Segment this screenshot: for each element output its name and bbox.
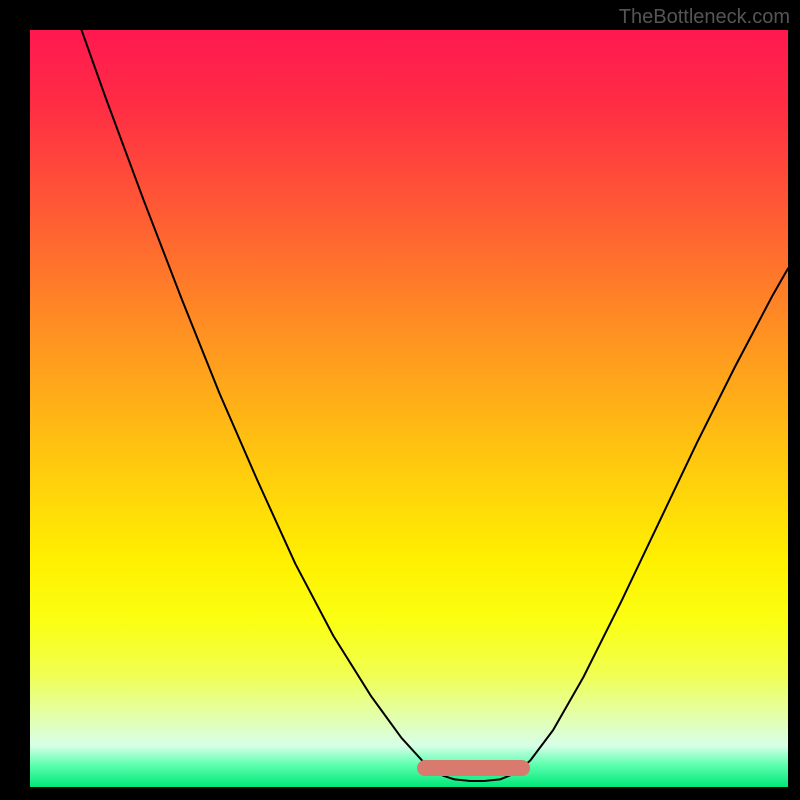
bottleneck-curve — [30, 30, 788, 787]
attribution-text: TheBottleneck.com — [619, 6, 790, 29]
valley-marker — [417, 760, 531, 776]
chart-plot-area — [30, 30, 788, 787]
